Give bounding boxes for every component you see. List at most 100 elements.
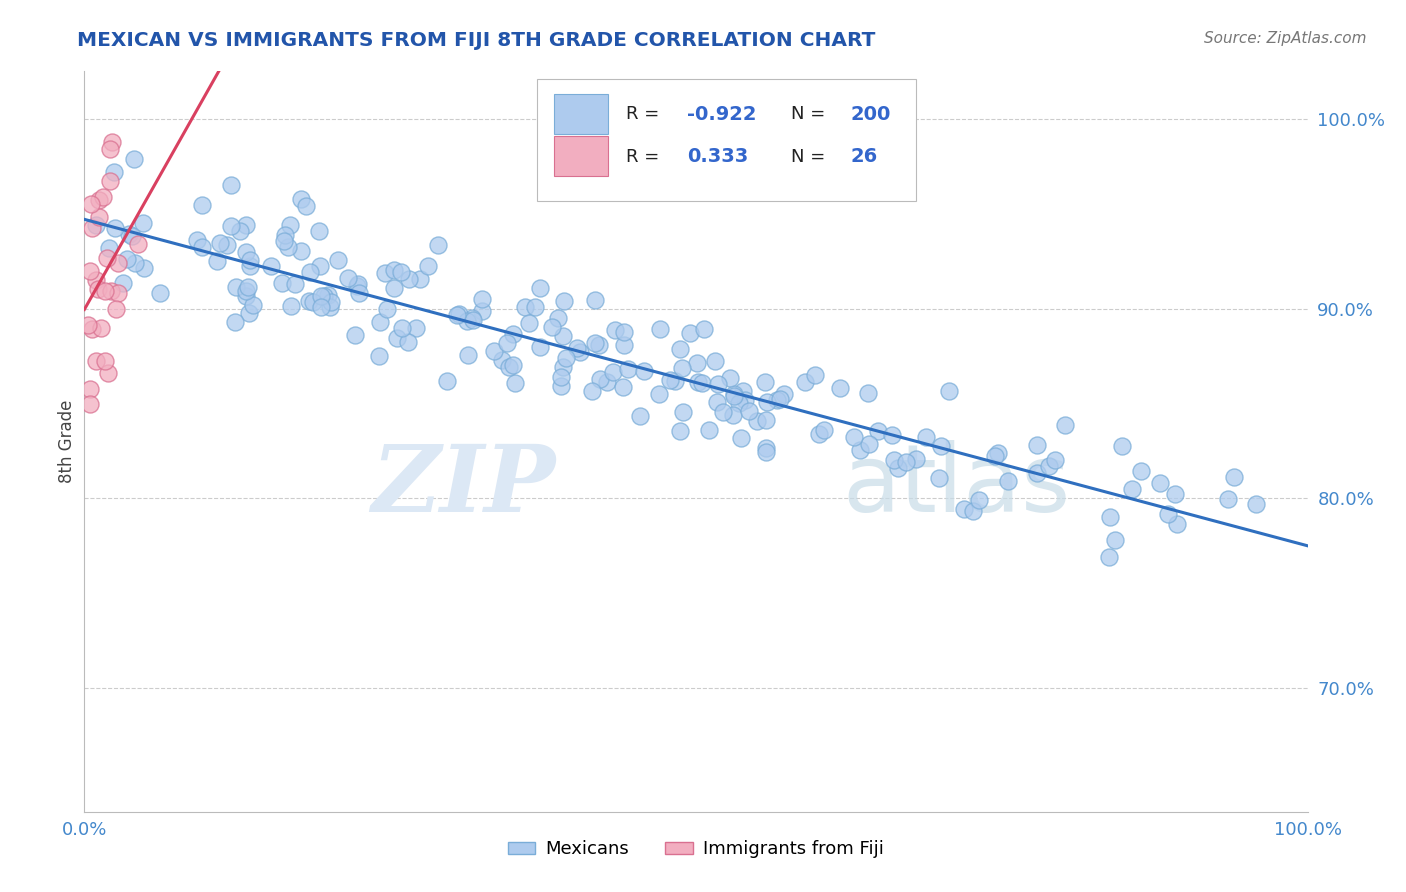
Point — [215, 238, 238, 252]
Point — [235, 285, 257, 299]
Point — [118, 227, 141, 241]
Point — [132, 260, 155, 275]
Point — [858, 436, 880, 450]
Point — [553, 359, 575, 374]
Point — [94, 354, 117, 368]
Point — [446, 308, 468, 322]
Point — [866, 424, 889, 438]
Point — [804, 368, 827, 382]
Point — [1130, 464, 1153, 478]
Point — [1025, 466, 1047, 480]
FancyBboxPatch shape — [554, 136, 607, 176]
Point — [312, 289, 335, 303]
Point — [309, 259, 332, 273]
Point — [929, 439, 952, 453]
Point — [830, 380, 852, 394]
Text: R =: R = — [626, 147, 665, 166]
Point — [236, 280, 259, 294]
Point — [541, 319, 564, 334]
Point — [149, 285, 172, 300]
Point — [1216, 491, 1239, 506]
Point — [121, 229, 143, 244]
Point — [745, 414, 768, 428]
Point — [260, 260, 283, 274]
Point — [550, 379, 572, 393]
Point — [723, 389, 745, 403]
Point — [104, 221, 127, 235]
Point — [754, 376, 776, 390]
Point — [711, 405, 734, 419]
Text: atlas: atlas — [842, 440, 1071, 532]
Point — [513, 301, 536, 315]
Point — [690, 376, 713, 391]
Point — [967, 493, 990, 508]
Point — [628, 409, 651, 423]
Point — [229, 224, 252, 238]
Point — [382, 281, 405, 295]
Point — [668, 425, 690, 439]
Point — [405, 321, 427, 335]
Point — [842, 430, 865, 444]
Point — [613, 338, 636, 352]
FancyBboxPatch shape — [554, 94, 607, 134]
Point — [89, 193, 111, 207]
Point — [1246, 497, 1268, 511]
Point — [769, 392, 792, 406]
Point — [426, 238, 449, 252]
Text: MEXICAN VS IMMIGRANTS FROM FIJI 8TH GRADE CORRELATION CHART: MEXICAN VS IMMIGRANTS FROM FIJI 8TH GRAD… — [77, 31, 876, 50]
Point — [904, 451, 927, 466]
Point — [612, 380, 634, 394]
Point — [588, 337, 610, 351]
Point — [551, 329, 574, 343]
Point — [703, 354, 725, 368]
Point — [953, 501, 976, 516]
Point — [498, 360, 520, 375]
Point — [368, 349, 391, 363]
Point — [280, 299, 302, 313]
Point — [100, 142, 122, 156]
Point — [693, 322, 716, 336]
Point — [1104, 533, 1126, 547]
Point — [374, 266, 396, 280]
Point — [76, 318, 98, 333]
Point — [409, 272, 432, 286]
Point — [984, 449, 1007, 463]
Point — [706, 395, 728, 409]
Text: 0.333: 0.333 — [688, 147, 748, 166]
Point — [239, 259, 262, 273]
Point — [298, 293, 321, 308]
Point — [235, 218, 257, 232]
Point — [122, 153, 145, 167]
Point — [84, 354, 107, 368]
Text: ZIP: ZIP — [371, 441, 555, 531]
Point — [772, 387, 794, 401]
Point — [808, 426, 831, 441]
Point — [589, 372, 612, 386]
Legend: Mexicans, Immigrants from Fiji: Mexicans, Immigrants from Fiji — [501, 833, 891, 865]
Point — [447, 307, 470, 321]
Point — [565, 342, 588, 356]
Point — [311, 289, 333, 303]
Point — [456, 314, 478, 328]
Point — [471, 292, 494, 306]
Point — [84, 219, 107, 233]
Point — [471, 304, 494, 318]
Text: 26: 26 — [851, 147, 877, 166]
Point — [79, 382, 101, 396]
Point — [398, 272, 420, 286]
Point — [915, 430, 938, 444]
Point — [278, 218, 301, 232]
Point — [633, 364, 655, 378]
Point — [1053, 417, 1076, 432]
Point — [938, 384, 960, 399]
Point — [1166, 517, 1188, 532]
Point — [343, 327, 366, 342]
Point — [883, 453, 905, 467]
Point — [524, 300, 547, 314]
Point — [318, 288, 340, 302]
Point — [436, 375, 458, 389]
Point — [550, 369, 572, 384]
Text: Source: ZipAtlas.com: Source: ZipAtlas.com — [1204, 31, 1367, 46]
Point — [103, 165, 125, 179]
Point — [848, 443, 870, 458]
